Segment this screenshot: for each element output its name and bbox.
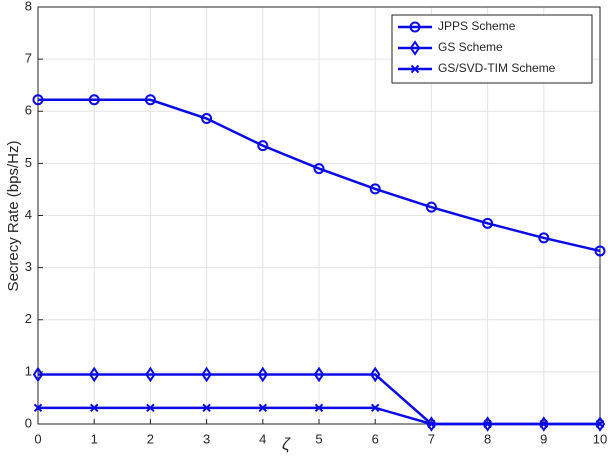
legend-marker [409,40,421,56]
marker [595,419,605,429]
marker [201,113,213,125]
x-tick-label: 0 [34,431,41,446]
x-tick-label: 6 [372,431,379,446]
marker [202,403,211,413]
marker [538,232,550,244]
marker [201,366,212,383]
marker [370,403,380,413]
marker [88,94,100,106]
legend-label: JPPS Scheme [438,19,516,33]
marker [313,163,325,175]
series-line [38,98,601,253]
marker [32,94,44,106]
marker [146,403,155,413]
marker [482,217,494,229]
marker [483,419,492,429]
marker [89,403,99,413]
y-tick-label: 3 [25,259,32,274]
x-axis-label: ζ [282,434,291,453]
x-tick-label: 8 [484,431,491,446]
marker [258,403,268,413]
marker [32,366,44,383]
legend-label: GS Scheme [438,40,503,54]
x-tick-label: 1 [91,431,98,446]
x-tick-label: 2 [147,431,154,446]
marker [425,201,437,213]
y-tick-label: 5 [25,155,32,170]
marker [369,366,381,383]
marker [539,419,549,429]
x-tick-label: 9 [540,431,547,446]
marker [257,366,269,383]
marker [369,183,381,195]
marker [33,403,43,413]
marker [594,245,606,257]
y-tick-label: 7 [25,51,32,66]
y-tick-label: 8 [25,0,32,13]
x-tick-label: 4 [259,431,266,446]
legend-marker [409,21,421,33]
y-axis-label: Secrecy Rate (bps/Hz) [5,141,22,292]
y-tick-label: 1 [25,363,32,378]
y-tick-label: 0 [25,415,32,430]
legend-marker [410,64,420,74]
x-tick-label: 3 [203,431,210,446]
x-tick-label: 10 [593,431,607,446]
y-tick-label: 6 [25,103,32,118]
y-tick-label: 4 [25,207,32,222]
marker [313,366,325,383]
plot-frame [37,6,601,425]
x-tick-label: 7 [428,431,435,446]
y-tick-label: 2 [25,311,32,326]
marker [314,403,324,413]
marker [257,140,269,152]
marker [427,419,436,429]
marker [145,366,156,383]
marker [144,94,156,106]
marker [88,366,100,383]
legend-label: GS/SVD-TIM Scheme [438,61,556,75]
x-tick-label: 5 [315,431,322,446]
